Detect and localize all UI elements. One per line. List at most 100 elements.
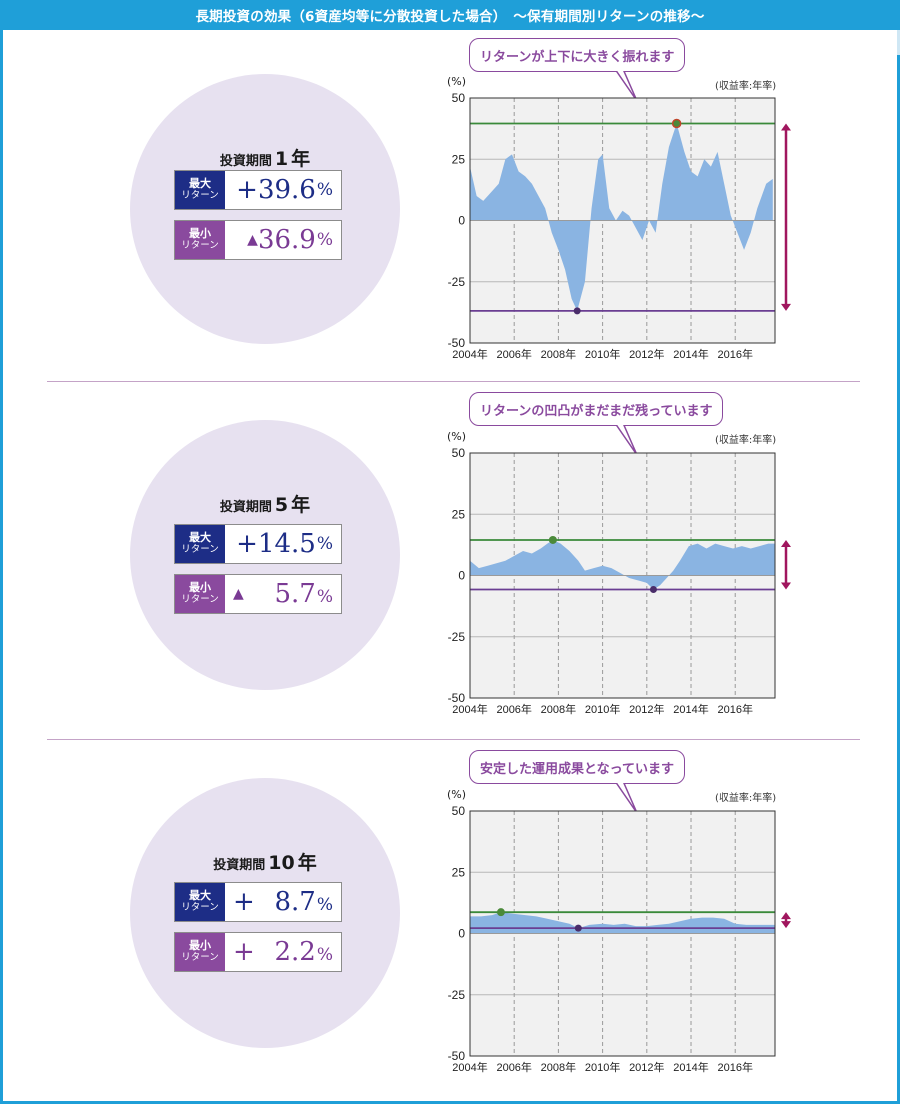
period-number: 1	[274, 148, 289, 170]
x-tick-label: 2008年	[541, 347, 576, 361]
section-1-year: 投資期間 1 年 最大 リターン +39.6% 最小 リターン ▲ 36.9% リターンが…	[3, 30, 897, 388]
max-return-box: 最大 リターン +8.7%	[174, 882, 342, 922]
max-return-point	[548, 535, 557, 544]
y-tick-label: 25	[452, 865, 466, 879]
x-tick-label: 2012年	[629, 347, 664, 361]
max-sign: +	[236, 529, 258, 559]
period-prefix: 投資期間	[219, 154, 272, 169]
callout-tail	[614, 69, 638, 102]
period-prefix: 投資期間	[219, 500, 272, 515]
y-tick-label: -25	[448, 275, 466, 289]
max-label-line2: リターン	[181, 189, 219, 201]
section-5-year: 投資期間 5 年 最大 リターン +14.5% 最小 リターン ▲ 5.7% リターンの凹…	[3, 388, 897, 746]
y-tick-label: -50	[448, 1049, 466, 1063]
min-sign: ▲	[233, 586, 244, 602]
period-unit: 年	[291, 148, 311, 170]
min-number: 5.7	[274, 579, 316, 609]
y-unit-label: (%)	[447, 788, 467, 801]
section-divider	[47, 739, 860, 740]
min-return-value: ▲ 36.9%	[225, 221, 341, 259]
y-tick-label: -25	[448, 988, 466, 1002]
y-unit-label: (%)	[447, 430, 467, 443]
y-unit-label: (%)	[447, 75, 467, 88]
x-tick-label: 2016年	[717, 347, 752, 361]
section-divider	[47, 381, 860, 382]
max-return-label: 最大 リターン	[175, 525, 225, 563]
period-unit: 年	[291, 494, 311, 516]
max-return-label: 最大 リターン	[175, 171, 225, 209]
x-tick-label: 2014年	[673, 702, 708, 716]
max-label-line1: 最大	[189, 177, 211, 191]
max-return-point	[496, 908, 505, 917]
y-tick-label: 25	[452, 152, 466, 166]
min-return-box: 最小 リターン ▲ 36.9%	[174, 220, 342, 260]
x-tick-label: 2014年	[673, 347, 708, 361]
period-label: 投資期間 1 年	[130, 144, 400, 171]
return-area-series	[470, 539, 775, 590]
max-return-point	[671, 118, 682, 129]
y-tick-label: 50	[452, 804, 466, 818]
scrollbar-thumb[interactable]	[897, 30, 900, 55]
x-tick-label: 2016年	[717, 702, 752, 716]
x-tick-label: 2006年	[496, 702, 531, 716]
min-label-line2: リターン	[181, 593, 219, 605]
max-return-label: 最大 リターン	[175, 883, 225, 921]
x-tick-label: 2014年	[673, 1060, 708, 1074]
rate-note: (収益率:年率)	[715, 793, 777, 804]
y-tick-label: -50	[448, 336, 466, 350]
min-return-point	[574, 924, 582, 932]
x-tick-label: 2010年	[585, 347, 620, 361]
period-label: 投資期間 10 年	[130, 848, 400, 875]
min-return-point	[573, 307, 581, 315]
x-tick-label: 2012年	[629, 1060, 664, 1074]
x-tick-label: 2016年	[717, 1060, 752, 1074]
max-label-line1: 最大	[189, 889, 211, 903]
min-sign: ▲	[247, 232, 258, 248]
min-return-label: 最小 リターン	[175, 575, 225, 613]
max-number: 14.5	[257, 529, 316, 559]
x-tick-label: 2012年	[629, 702, 664, 716]
period-number: 5	[274, 494, 289, 516]
summary-circle: 投資期間 5 年 最大 リターン +14.5% 最小 リターン ▲ 5.7%	[130, 420, 400, 690]
callout-bubble: リターンが上下に大きく振れます	[469, 38, 686, 72]
max-return-value: +39.6%	[225, 171, 341, 209]
max-sign: +	[233, 887, 255, 917]
max-pct: %	[316, 895, 333, 915]
min-pct: %	[316, 945, 333, 965]
min-return-box: 最小 リターン +2.2%	[174, 932, 342, 972]
min-pct: %	[316, 230, 333, 250]
summary-circle: 投資期間 10 年 最大 リターン +8.7% 最小 リターン +2.2%	[130, 778, 400, 1048]
y-tick-label: 0	[458, 927, 465, 941]
max-return-value: +14.5%	[225, 525, 341, 563]
callout-bubble: リターンの凹凸がまだまだ残っています	[469, 392, 724, 426]
section-10-year: 投資期間 10 年 最大 リターン +8.7% 最小 リターン +2.2% 安定した運用…	[3, 746, 897, 1104]
page-title: 長期投資の効果（6資産均等に分散投資した場合） ～保有期間別リターンの推移～	[195, 9, 705, 25]
callout-tail	[614, 781, 638, 814]
y-tick-label: 50	[452, 91, 466, 105]
max-number: 8.7	[274, 887, 316, 917]
range-arrow-head-up	[781, 912, 791, 920]
min-pct: %	[316, 587, 333, 607]
max-label-line2: リターン	[181, 901, 219, 913]
x-tick-label: 2006年	[496, 347, 531, 361]
max-sign: +	[236, 175, 258, 205]
x-tick-label: 2004年	[452, 702, 487, 716]
period-prefix: 投資期間	[213, 858, 266, 873]
plot-border	[469, 452, 776, 699]
return-area-series	[470, 123, 773, 311]
min-return-value: ▲ 5.7%	[225, 575, 341, 613]
max-return-box: 最大 リターン +39.6%	[174, 170, 342, 210]
min-return-label: 最小 リターン	[175, 221, 225, 259]
range-arrow-head-up	[781, 539, 791, 547]
period-unit: 年	[297, 852, 317, 874]
rate-note: (収益率:年率)	[715, 81, 777, 92]
max-label-line2: リターン	[181, 543, 219, 555]
callout-bubble: 安定した運用成果となっています	[469, 750, 685, 784]
x-tick-label: 2004年	[452, 1060, 487, 1074]
max-return-box: 最大 リターン +14.5%	[174, 524, 342, 564]
y-tick-label: 0	[458, 214, 465, 228]
x-tick-label: 2004年	[452, 347, 487, 361]
plot-border	[469, 97, 776, 344]
content-panel: 投資期間 1 年 最大 リターン +39.6% 最小 リターン ▲ 36.9% リターンが…	[3, 30, 897, 1101]
